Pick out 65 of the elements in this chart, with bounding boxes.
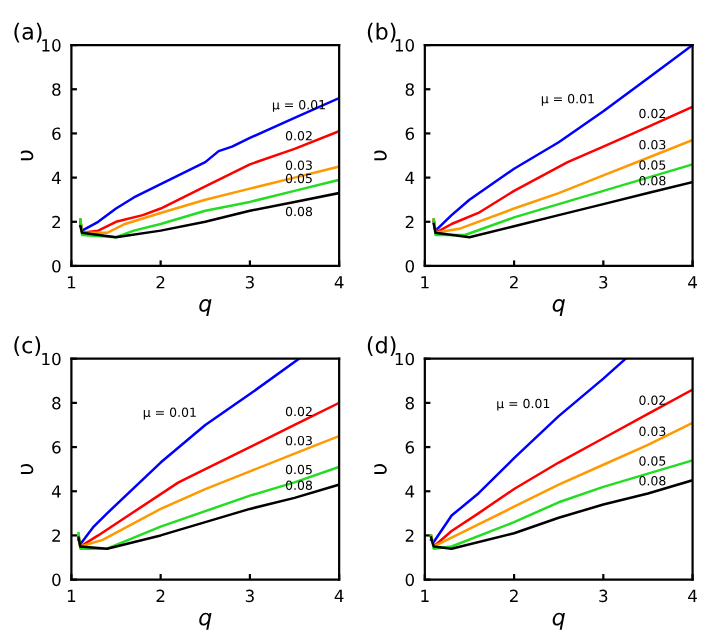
- line-series: [79, 129, 340, 235]
- x-tick-label: 1: [67, 276, 76, 289]
- line-series: [432, 163, 693, 237]
- x-tick-label: 3: [245, 275, 254, 289]
- x-tick-label: 4: [688, 276, 697, 289]
- x-axis-title: q: [552, 299, 565, 317]
- y-axis-title: υ: [374, 464, 387, 474]
- y-tick-label: 2: [405, 529, 414, 542]
- y-tick-label: 6: [52, 127, 61, 140]
- x-tick-label: 4: [334, 589, 344, 602]
- y-axis-title: υ: [20, 150, 34, 161]
- line-series: [432, 45, 693, 232]
- x-tick-label: 1: [67, 589, 76, 602]
- x-tick-label: 3: [245, 589, 254, 603]
- x-tick-label: 2: [510, 589, 518, 602]
- x-tick-label: 2: [510, 275, 518, 289]
- y-tick-label: 2: [405, 215, 414, 229]
- line-series: [432, 138, 693, 235]
- line-series: [429, 459, 693, 550]
- x-axis-title: q: [552, 612, 565, 630]
- x-tick-label: 4: [334, 276, 344, 289]
- y-tick-label: 10: [42, 39, 61, 52]
- y-tick-label: 4: [51, 485, 61, 498]
- x-tick-label: 3: [599, 275, 608, 289]
- y-tick-label: 8: [405, 83, 414, 96]
- y-tick-label: 2: [52, 529, 61, 542]
- y-tick-label: 10: [42, 352, 61, 366]
- y-tick-label: 10: [395, 352, 414, 366]
- y-tick-label: 6: [405, 127, 415, 140]
- x-tick-label: 3: [599, 589, 608, 603]
- chart-title: (b): [367, 22, 396, 43]
- line-series: [77, 434, 340, 548]
- x-tick-label: 1: [421, 589, 429, 602]
- y-axis-title: υ: [20, 464, 34, 474]
- y-tick-label: 10: [395, 39, 414, 52]
- x-tick-label: 4: [688, 589, 697, 602]
- x-axis-title: q: [199, 612, 212, 630]
- x-axis-title: q: [199, 299, 212, 317]
- y-tick-label: 0: [405, 259, 414, 273]
- chart-title: (a): [14, 22, 42, 43]
- x-tick-label: 1: [421, 276, 429, 289]
- y-tick-label: 0: [52, 259, 61, 273]
- line-series: [77, 465, 340, 550]
- y-tick-label: 6: [52, 441, 61, 454]
- y-tick-label: 0: [405, 573, 414, 587]
- y-tick-label: 6: [405, 441, 415, 454]
- y-tick-label: 2: [52, 215, 61, 229]
- line-series: [429, 421, 693, 548]
- y-tick-label: 0: [52, 573, 61, 587]
- line-series: [429, 388, 693, 548]
- y-axis-title: υ: [374, 150, 387, 161]
- y-tick-label: 4: [405, 485, 415, 498]
- x-tick-label: 2: [156, 275, 165, 289]
- y-tick-label: 8: [52, 83, 61, 96]
- y-tick-label: 4: [405, 171, 415, 184]
- y-tick-label: 8: [52, 396, 61, 410]
- chart-title: (d): [367, 336, 396, 357]
- y-tick-label: 4: [51, 171, 61, 184]
- x-tick-label: 2: [156, 589, 165, 602]
- line-series: [429, 358, 627, 544]
- line-series: [77, 401, 340, 548]
- chart-title: (c): [14, 336, 41, 357]
- line-series: [79, 96, 340, 232]
- line-series: [432, 105, 693, 235]
- y-tick-label: 8: [405, 396, 414, 410]
